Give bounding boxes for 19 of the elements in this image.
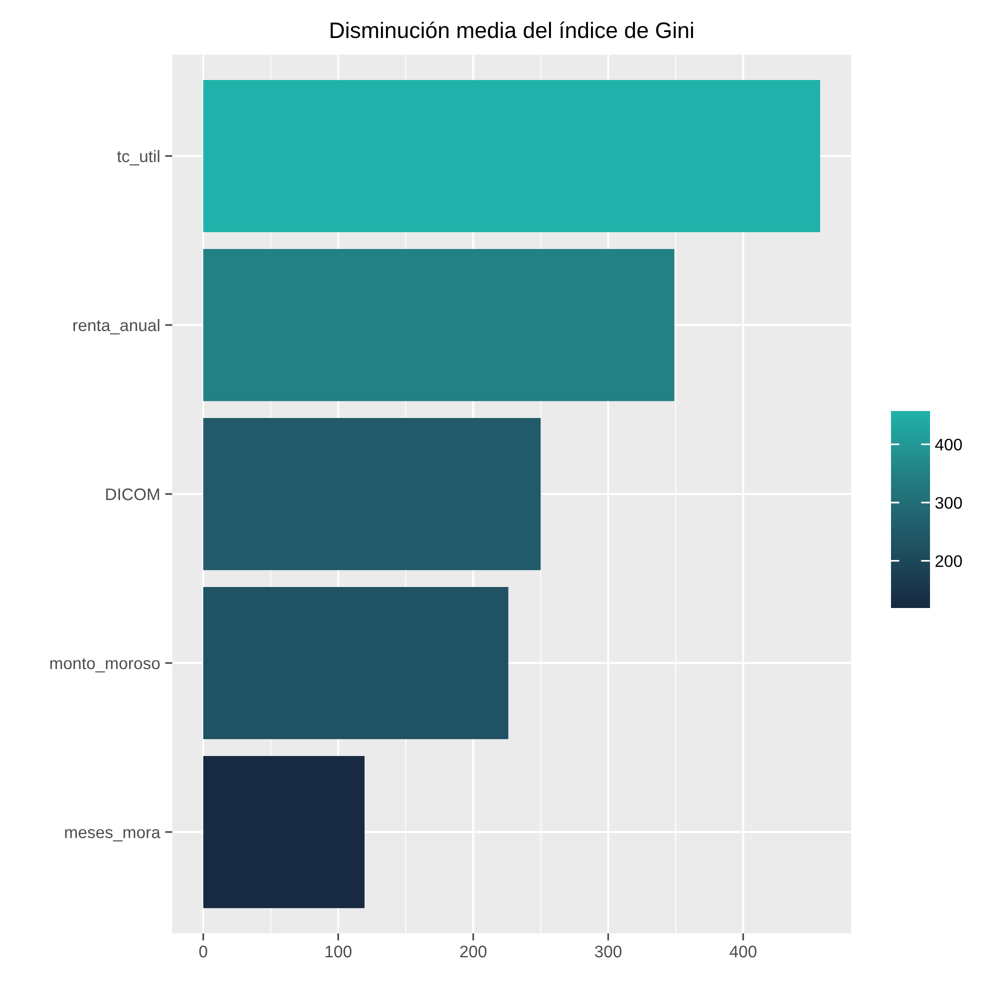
bar: [203, 756, 365, 908]
color-bar-label: 200: [936, 555, 962, 568]
bar: [203, 418, 541, 570]
y-tick-label: monto_moroso: [50, 658, 160, 672]
y-tick-label: meses_mora: [65, 829, 160, 842]
bar: [203, 80, 820, 232]
x-tick-label: 300: [594, 946, 622, 958]
bar: [203, 586, 508, 740]
y-tick-label: renta_anual: [73, 318, 160, 334]
color-bar-label: 300: [935, 496, 962, 509]
y-tick-label: DICOM: [106, 488, 160, 500]
x-tick-label: 400: [730, 946, 756, 958]
x-tick-label: 0: [199, 946, 208, 958]
x-tick-label: 200: [460, 946, 486, 958]
bar: [203, 248, 674, 402]
x-tick-label: 100: [326, 946, 352, 958]
chart-title: Disminución media del índice de Gini: [330, 22, 693, 38]
color-bar-label: 400: [935, 438, 962, 451]
y-tick-label: tc_util: [117, 150, 160, 166]
